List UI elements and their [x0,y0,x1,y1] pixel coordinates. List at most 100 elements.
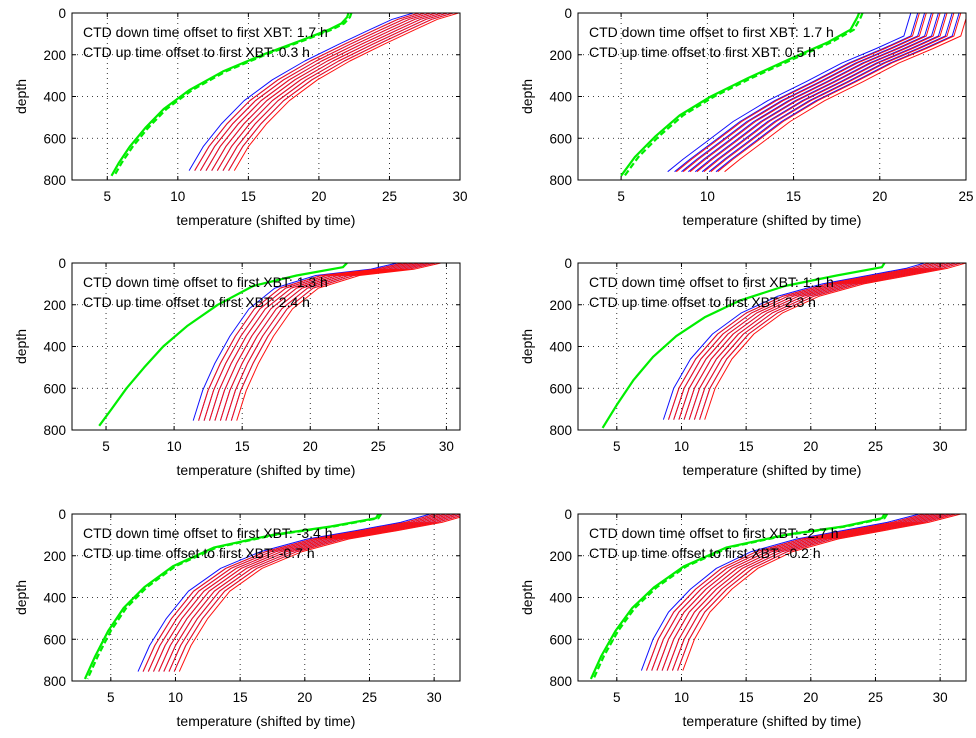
xbt-profile-line [194,13,420,171]
xbt-profile-line [701,13,946,173]
x-tick-label: 30 [427,690,442,705]
xbt-profile-line [153,514,446,672]
y-tick-label: 0 [58,507,66,522]
annotation-text: CTD down time offset to first XBT: 1.3 h [83,274,328,290]
y-axis-label: depth [519,580,535,615]
xbt-profile-line [228,13,454,171]
y-tick-label: 800 [43,674,66,689]
y-tick-label: 200 [43,48,66,63]
y-tick-label: 0 [564,256,572,271]
x-tick-label: 15 [233,690,248,705]
ctd-profile-line [601,263,886,429]
x-tick-label: 15 [235,439,250,454]
ctd-profile-line [110,13,350,177]
xbt-profile-line [717,13,962,173]
xbt-profile-line [656,514,936,671]
x-tick-label: 5 [613,690,621,705]
y-axis-label: depth [519,79,535,114]
y-axis-label: depth [13,580,29,615]
y-tick-label: 800 [549,674,572,689]
x-tick-label: 25 [868,690,883,705]
xbt-profile-line [693,263,956,420]
xbt-profile-line [199,13,425,171]
xbt-profile-line [230,263,436,421]
y-tick-label: 200 [549,48,572,63]
ctd-profile-line [592,514,889,680]
x-tick-label: 25 [371,439,386,454]
x-axis-label: temperature (shifted by time) [177,212,356,228]
plot-area [110,13,459,177]
plot-area [98,263,442,427]
xbt-profile-line [681,13,926,173]
x-tick-label: 20 [803,439,818,454]
xbt-profile-line [699,263,961,420]
y-tick-label: 0 [58,256,66,271]
y-tick-label: 0 [564,6,572,21]
plot-area [620,13,966,177]
y-tick-label: 600 [43,131,66,146]
xbt-profile-line [694,13,939,173]
y-tick-label: 800 [43,423,66,438]
xbt-profile-line [678,263,941,420]
annotation-text: CTD up time offset to first XBT: 2.3 h [589,294,816,310]
xbt-profile-line [163,514,457,672]
chart-panel-6: 5 10 15 20 25 30 0 200 400 600 800 temperature (shi… [519,507,967,729]
xbt-profile-line [674,13,919,173]
y-tick-label: 400 [43,340,66,355]
x-tick-label: 10 [674,439,689,454]
xbt-profile-line [205,13,431,171]
xbt-profile-line [640,514,920,671]
xbt-profile-line [675,13,920,173]
y-axis-label: depth [13,329,29,364]
ctd-profile-line [113,13,353,177]
x-tick-label: 20 [303,439,318,454]
plot-area [83,514,460,680]
x-axis-label: temperature (shifted by time) [683,212,862,228]
chart-panel-4: 5 10 15 20 25 30 0 200 400 600 800 temperature (shi… [519,256,967,478]
xbt-profile-line [667,13,912,173]
xbt-profile-line [646,514,925,671]
x-tick-label: 25 [868,439,883,454]
y-tick-label: 600 [549,381,572,396]
x-tick-label: 20 [311,189,326,204]
xbt-profile-line [209,263,414,421]
y-tick-label: 400 [549,90,572,105]
xbt-profile-line [661,514,941,671]
y-tick-label: 200 [549,298,572,313]
xbt-profile-line [225,263,431,421]
y-tick-label: 400 [549,340,572,355]
annotation-text: CTD down time offset to first XBT: -2.7 … [589,525,839,541]
xbt-profile-line [188,13,414,171]
x-tick-label: 30 [933,690,948,705]
annotation-text: CTD up time offset to first XBT: 0.3 h [83,44,310,60]
x-tick-label: 10 [674,690,689,705]
xbt-profile-line [708,13,953,173]
y-tick-label: 600 [549,632,572,647]
xbt-profile-line [710,13,955,173]
xbt-profile-line [233,13,459,171]
xbt-profile-line [168,514,460,672]
xbt-profile-line [696,13,941,173]
xbt-profile-line [704,263,966,420]
ctd-profile-line [620,13,861,177]
y-tick-label: 400 [549,591,572,606]
xbt-profile-line [688,13,932,173]
xbt-profile-line [724,16,966,173]
xbt-profile-line [216,13,442,171]
chart-panel-3: 5 10 15 20 25 30 0 200 400 600 800 temperature (shi… [13,256,461,478]
x-tick-label: 10 [700,189,715,204]
plot-area [601,263,966,429]
x-tick-label: 5 [102,439,110,454]
x-tick-label: 25 [382,189,397,204]
y-tick-label: 400 [43,90,66,105]
chart-panel-5: 5 10 15 20 25 30 0 200 400 600 800 temperature (shi… [13,507,461,729]
x-tick-label: 15 [786,189,801,204]
xbt-profile-line [682,514,961,671]
x-tick-label: 15 [739,690,754,705]
xbt-profile-line [137,514,431,672]
y-tick-label: 800 [43,173,66,188]
x-tick-label: 5 [617,189,625,204]
y-axis-label: depth [13,79,29,114]
annotation-text: CTD down time offset to first XBT: 1.7 h [83,24,328,40]
